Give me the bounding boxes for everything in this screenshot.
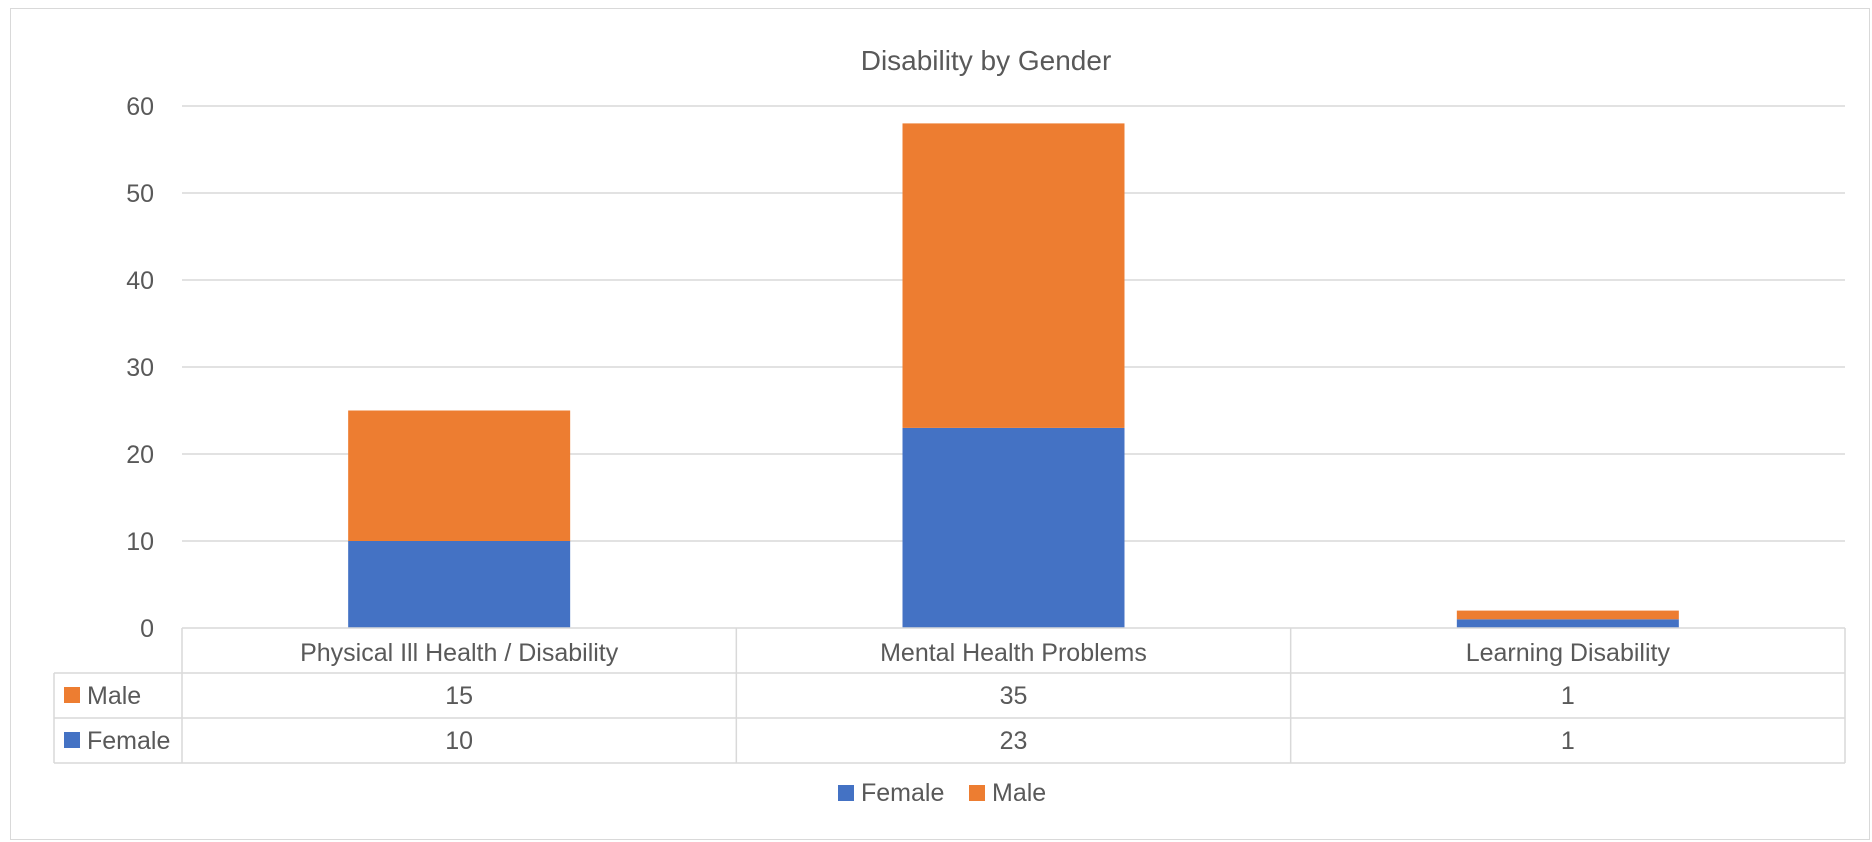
table-cell-value: 1 [1561, 682, 1575, 710]
bar-male-1 [348, 410, 571, 541]
legend-label-male: Male [992, 779, 1046, 807]
y-tick-label: 10 [126, 528, 154, 556]
y-tick-label: 30 [126, 354, 154, 382]
table-cell-value: 10 [445, 727, 473, 755]
table-cell-value: 1 [1561, 727, 1575, 755]
legend: Female Male [838, 779, 1046, 807]
y-axis-tick-labels: 0 10 20 30 40 50 60 [126, 93, 154, 643]
table-cell-value: 23 [1000, 727, 1028, 755]
y-tick-label: 0 [140, 615, 154, 643]
y-tick-label: 40 [126, 267, 154, 295]
x-tick-label: Learning Disability [1466, 639, 1671, 667]
legend-label-female: Female [861, 779, 944, 807]
x-tick-label: Mental Health Problems [880, 639, 1147, 667]
bar-female-2 [902, 427, 1125, 628]
legend-swatch-female [838, 785, 854, 801]
table-row-label: Female [87, 727, 170, 755]
data-table: Physical Ill Health / Disability Mental H… [53, 627, 1846, 764]
bar-female-1 [348, 541, 571, 628]
bar-male-2 [902, 123, 1125, 428]
bar-male-3 [1456, 610, 1679, 620]
y-tick-label: 50 [126, 180, 154, 208]
y-tick-label: 20 [126, 441, 154, 469]
y-tick-label: 60 [126, 93, 154, 121]
table-row-swatch [64, 687, 80, 703]
legend-swatch-male [969, 785, 985, 801]
bar-female-3 [1456, 619, 1679, 628]
table-row-label: Male [87, 682, 141, 710]
table-cell-value: 15 [445, 682, 473, 710]
bars [348, 123, 1679, 628]
table-cell-value: 35 [1000, 682, 1028, 710]
chart-title: Disability by Gender [861, 45, 1112, 76]
x-tick-label: Physical Ill Health / Disability [300, 639, 619, 667]
table-row-swatch [64, 732, 80, 748]
